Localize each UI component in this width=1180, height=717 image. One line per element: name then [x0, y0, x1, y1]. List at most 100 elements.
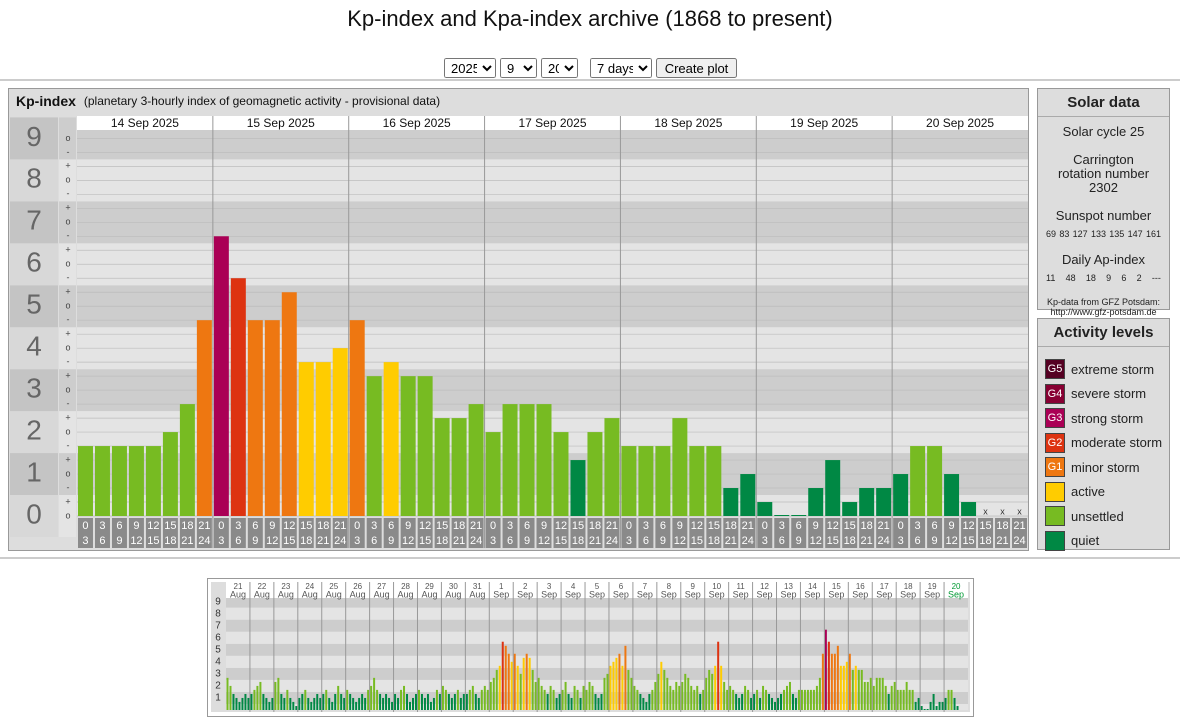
hour-to: 15	[827, 535, 839, 547]
ap-title: Daily Ap-index	[1061, 252, 1146, 267]
band	[226, 679, 968, 692]
bar	[298, 362, 314, 516]
level-name: strong storm	[1071, 410, 1144, 426]
y-tick-label: 5	[215, 644, 221, 655]
hour-from: 9	[405, 520, 411, 532]
y-minor-band	[59, 159, 76, 202]
hour-from: 18	[725, 520, 737, 532]
bar	[884, 685, 887, 710]
bar	[708, 669, 711, 710]
hour-box	[349, 518, 365, 548]
hour-from: 9	[949, 520, 955, 532]
bar	[468, 689, 471, 710]
y-minor-label: +	[65, 161, 70, 171]
hour-to: 21	[589, 535, 601, 547]
date-day: 13	[784, 582, 793, 591]
hour-from: 15	[436, 520, 448, 532]
bar	[483, 685, 486, 710]
y-label-band	[10, 369, 58, 412]
bar	[827, 641, 830, 710]
bar	[579, 697, 582, 710]
hour-box	[179, 518, 195, 548]
level-swatch	[1045, 506, 1065, 527]
bar	[238, 701, 241, 710]
bar	[875, 677, 878, 710]
y-tick-label: 7	[215, 620, 221, 631]
bar	[370, 685, 373, 710]
y-minor-label: o	[65, 468, 70, 478]
hour-box	[230, 518, 246, 548]
hour-box	[927, 518, 943, 548]
bar	[740, 474, 756, 516]
bar	[145, 446, 161, 516]
bar	[927, 446, 943, 516]
bar	[689, 446, 705, 516]
date-month: Sep	[828, 589, 844, 599]
bar	[507, 653, 510, 710]
hour-box	[247, 518, 263, 548]
hour-to: 18	[979, 535, 991, 547]
bar	[403, 685, 406, 710]
band	[226, 643, 968, 656]
bar	[604, 418, 620, 516]
ap-value: 6	[1121, 273, 1127, 283]
bar	[859, 488, 875, 516]
hour-to: 24	[470, 535, 482, 547]
bar	[400, 376, 416, 516]
bar	[815, 685, 818, 710]
hour-box	[485, 518, 501, 548]
month-select[interactable]: 9	[500, 58, 537, 78]
bar	[229, 685, 232, 710]
hour-from: 15	[300, 520, 312, 532]
hour-box	[791, 518, 807, 548]
day-select[interactable]: 20	[541, 58, 578, 78]
date-month: Sep	[733, 589, 749, 599]
bar	[358, 697, 361, 710]
hour-to: 12	[810, 535, 822, 547]
chart-title: Kp-index	[16, 93, 76, 109]
bar	[910, 446, 926, 516]
date-day: 26	[353, 582, 362, 591]
bar	[162, 432, 178, 516]
bar	[558, 693, 561, 710]
bar	[444, 689, 447, 710]
bar	[597, 697, 600, 710]
bar	[226, 677, 229, 710]
span-select[interactable]: 7 days	[590, 58, 652, 78]
hour-from: 3	[779, 520, 785, 532]
bar	[256, 685, 259, 710]
hour-from: 0	[354, 520, 360, 532]
date-header	[77, 116, 1028, 130]
date-label: 19 Sep 2025	[790, 116, 858, 130]
date-month: Sep	[661, 589, 677, 599]
create-plot-button[interactable]: Create plot	[656, 58, 737, 78]
hour-box	[723, 518, 739, 548]
hour-to: 12	[945, 535, 957, 547]
date-month: Sep	[493, 589, 509, 599]
bar	[854, 665, 857, 710]
hour-to: 12	[130, 535, 142, 547]
bar	[648, 693, 651, 710]
bar	[756, 689, 759, 710]
bar	[780, 693, 782, 710]
y-minor-label: o	[65, 301, 70, 311]
bar	[349, 320, 365, 516]
bar	[953, 697, 956, 710]
bar	[352, 697, 355, 710]
bar	[420, 693, 423, 710]
hour-box	[383, 518, 399, 548]
bar	[615, 657, 618, 710]
bar	[561, 689, 564, 710]
levels-list: G5 extreme storm G4 severe storm G3 strong st…	[1038, 357, 1169, 553]
year-select[interactable]: 2025	[444, 58, 496, 78]
bar	[534, 681, 537, 710]
hour-from: 15	[844, 520, 856, 532]
y-tick-label: 8	[215, 608, 221, 619]
bar	[241, 697, 244, 710]
date-day: 4	[571, 582, 576, 591]
level-entry: G4 severe storm	[1038, 382, 1169, 407]
date-month: Sep	[876, 589, 892, 599]
bar	[711, 673, 714, 710]
hour-box	[638, 518, 654, 548]
bar	[537, 677, 540, 710]
